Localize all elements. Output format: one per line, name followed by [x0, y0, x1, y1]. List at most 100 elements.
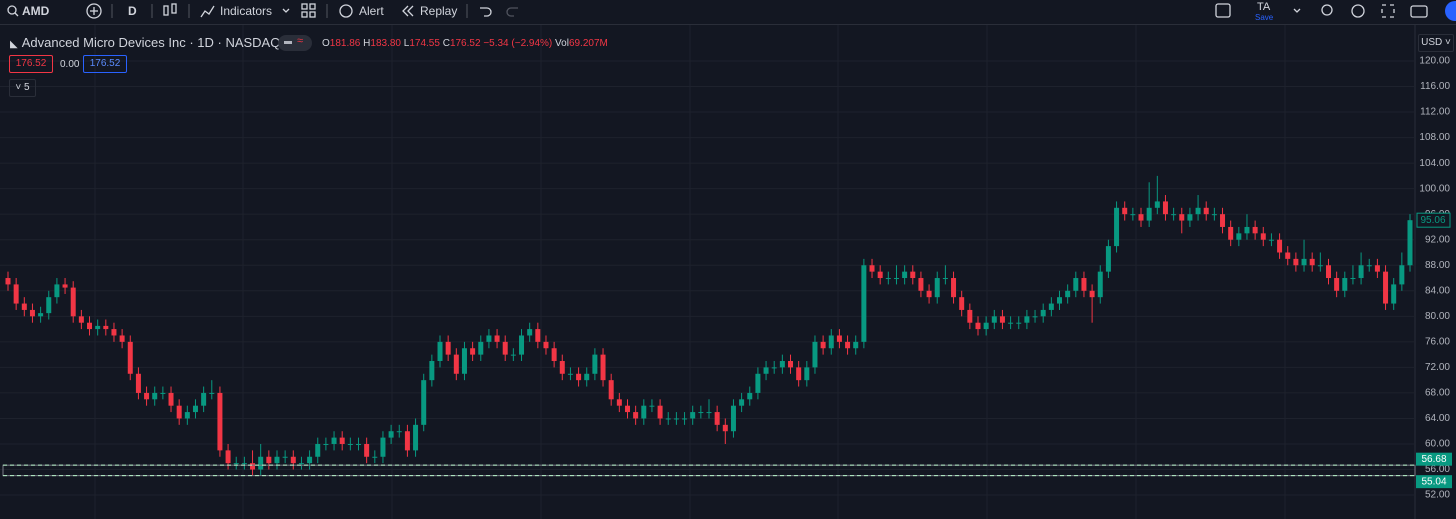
y-tick-label: 76.00 [1425, 336, 1450, 347]
candle-body [698, 412, 704, 414]
toggle-pill[interactable]: ≈ [278, 35, 312, 51]
candle-body [812, 341, 818, 368]
candle-body [347, 443, 353, 445]
candle-body [959, 297, 965, 310]
candle-body [1293, 258, 1299, 266]
candle-body [250, 463, 256, 470]
candle-body [877, 271, 883, 279]
candle-body [184, 412, 190, 419]
currency-label: USD [1421, 37, 1443, 48]
currency[interactable]: USD ˅ [1418, 34, 1454, 52]
y-tick-label: 100.00 [1419, 183, 1450, 194]
buy-price[interactable]: 176.52 [83, 55, 127, 73]
candle-body [13, 284, 19, 304]
candle-body [1138, 214, 1144, 221]
candle-body [616, 399, 622, 406]
candle-body [323, 443, 329, 445]
alert-icon[interactable] [339, 4, 353, 18]
layout-icon[interactable] [1215, 3, 1231, 18]
candle-body [233, 463, 239, 465]
candle-body [657, 405, 663, 419]
candle-body [1334, 278, 1340, 291]
price-line-box [1416, 452, 1452, 466]
candle-body [649, 405, 655, 407]
candle-body [38, 313, 44, 317]
alert[interactable]: Alert [359, 4, 384, 18]
toolbar-icons [7, 1, 1456, 21]
candle-body [1195, 207, 1201, 215]
candle-body [1073, 278, 1079, 291]
candle-body [1309, 258, 1315, 266]
candle-body [608, 380, 614, 400]
candle-body [380, 437, 386, 457]
candle-body [127, 341, 133, 374]
candle-body [730, 405, 736, 432]
candle-body [714, 412, 720, 425]
replay[interactable]: Replay [420, 4, 458, 18]
add-icon[interactable] [86, 3, 102, 19]
candle-body [804, 367, 810, 381]
candle-icon[interactable] [163, 5, 169, 16]
volume: 69.207M [568, 38, 608, 49]
candle-body [600, 354, 606, 381]
title: Advanced Micro Devices Inc · 1D · NASDAQ [21, 35, 281, 50]
collapse[interactable]: ˅ 5 [9, 79, 36, 97]
candle-body [861, 265, 867, 342]
candle-body [1008, 322, 1014, 324]
h-label: H [363, 38, 371, 49]
candle-body [46, 297, 52, 314]
candle-body [266, 456, 272, 464]
interval[interactable]: D [128, 4, 137, 18]
open: 181.86 [329, 38, 361, 49]
vol-label: Vol [555, 38, 569, 49]
candle-body [673, 418, 679, 420]
camera-icon[interactable] [1410, 5, 1428, 18]
candle-body [478, 341, 484, 355]
candle-body [144, 392, 150, 400]
account[interactable]: TA [1257, 1, 1271, 13]
zoom-icon[interactable] [1321, 4, 1333, 16]
publish-button[interactable] [1445, 1, 1456, 21]
candle-body [1024, 316, 1030, 323]
plot-area [0, 25, 1415, 519]
candle-body [665, 418, 671, 420]
y-tick-label: 64.00 [1425, 413, 1450, 424]
candle-body [29, 309, 35, 317]
sell-price[interactable]: 176.52 [9, 55, 53, 73]
candle-body [1399, 265, 1405, 285]
candle-body [543, 341, 549, 349]
undo-icon[interactable] [480, 7, 492, 17]
candle-body [1065, 290, 1071, 298]
indicators[interactable]: Indicators [220, 4, 273, 18]
settings-icon[interactable] [1351, 4, 1365, 18]
toolbar: AMD D Indicators Alert Replay TA Save [0, 0, 1456, 25]
candle-body [1301, 258, 1307, 266]
candle-body [942, 278, 948, 280]
candle-body [461, 348, 467, 374]
candle-body [356, 443, 361, 445]
candle-body [135, 373, 141, 393]
indicators-icon[interactable] [200, 5, 215, 18]
candle-body [1162, 201, 1168, 215]
candle-body [910, 271, 916, 279]
candle-body [201, 392, 207, 406]
candle-body [926, 290, 932, 298]
fullscreen-icon[interactable] [1381, 4, 1395, 18]
candle-body [1179, 214, 1185, 221]
candle-body [258, 456, 264, 470]
candle-body [1040, 309, 1046, 317]
symbol[interactable]: AMD [22, 4, 50, 18]
candle-body [967, 309, 973, 323]
save[interactable]: Save [1255, 13, 1274, 22]
candle-body [893, 278, 899, 280]
candle-body [682, 418, 688, 420]
candle-body [1325, 265, 1331, 279]
candle-body [1089, 290, 1095, 298]
y-tick-label: 112.00 [1420, 107, 1450, 118]
candle-body [421, 380, 427, 425]
candle-body [1268, 239, 1274, 241]
candle-body [364, 443, 370, 457]
candle-body [975, 322, 981, 330]
candle-body [869, 265, 875, 272]
search-icon[interactable] [7, 5, 17, 15]
